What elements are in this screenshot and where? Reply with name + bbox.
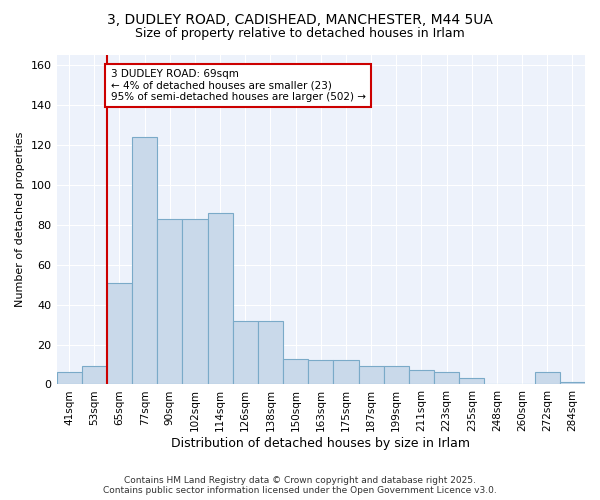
Bar bbox=[409, 370, 434, 384]
Bar bbox=[258, 320, 283, 384]
Bar bbox=[82, 366, 107, 384]
Bar bbox=[459, 378, 484, 384]
Bar bbox=[535, 372, 560, 384]
Bar bbox=[157, 218, 182, 384]
Bar bbox=[434, 372, 459, 384]
Bar bbox=[560, 382, 585, 384]
Y-axis label: Number of detached properties: Number of detached properties bbox=[15, 132, 25, 308]
Bar bbox=[182, 218, 208, 384]
Bar bbox=[208, 212, 233, 384]
Bar bbox=[334, 360, 359, 384]
Bar bbox=[283, 358, 308, 384]
Bar bbox=[107, 282, 132, 384]
Bar bbox=[132, 137, 157, 384]
Bar bbox=[383, 366, 409, 384]
X-axis label: Distribution of detached houses by size in Irlam: Distribution of detached houses by size … bbox=[171, 437, 470, 450]
Bar bbox=[308, 360, 334, 384]
Bar bbox=[359, 366, 383, 384]
Text: 3, DUDLEY ROAD, CADISHEAD, MANCHESTER, M44 5UA: 3, DUDLEY ROAD, CADISHEAD, MANCHESTER, M… bbox=[107, 12, 493, 26]
Bar bbox=[233, 320, 258, 384]
Text: 3 DUDLEY ROAD: 69sqm
← 4% of detached houses are smaller (23)
95% of semi-detach: 3 DUDLEY ROAD: 69sqm ← 4% of detached ho… bbox=[110, 69, 365, 102]
Text: Contains HM Land Registry data © Crown copyright and database right 2025.
Contai: Contains HM Land Registry data © Crown c… bbox=[103, 476, 497, 495]
Text: Size of property relative to detached houses in Irlam: Size of property relative to detached ho… bbox=[135, 28, 465, 40]
Bar bbox=[56, 372, 82, 384]
